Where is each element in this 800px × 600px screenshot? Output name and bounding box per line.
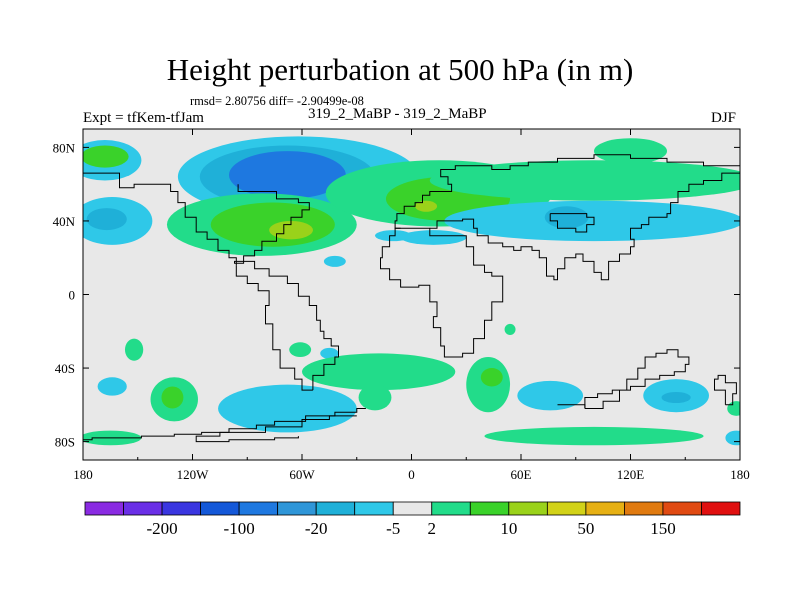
coastline-10 bbox=[714, 374, 737, 406]
colorbar-box bbox=[238, 501, 279, 516]
coastline-7 bbox=[394, 154, 740, 229]
contour-region-south-indian-low bbox=[517, 380, 584, 411]
coastline-12 bbox=[549, 213, 595, 233]
contour-fill-layer bbox=[83, 136, 740, 446]
y-tick-label: 80N bbox=[53, 140, 76, 155]
coastline-4 bbox=[235, 265, 313, 391]
contour-region-south-atlantic-band-low bbox=[218, 384, 357, 433]
colorbar-box bbox=[431, 501, 471, 516]
y-tick-label: 80S bbox=[55, 435, 75, 450]
contour-region-antarctic-east-high bbox=[727, 401, 740, 416]
colorbar-label: -5 bbox=[386, 519, 400, 538]
contour-region-east-pacific-low bbox=[400, 230, 467, 245]
rmsd-stats: rmsd= 2.80756 diff= -2.90499e-08 bbox=[190, 94, 364, 108]
season-label: DJF bbox=[711, 110, 737, 126]
x-tick-label: 180 bbox=[73, 467, 93, 482]
y-tick-label: 40S bbox=[55, 361, 75, 376]
colorbar-box bbox=[701, 501, 741, 516]
contour-region-indian-spot bbox=[504, 323, 516, 335]
coastline-1 bbox=[83, 408, 366, 442]
colorbar-box bbox=[161, 501, 201, 516]
colorbar: -200 -100 -20 -5 2 10 50 150 bbox=[84, 501, 741, 538]
contour-region-asia-low-core bbox=[544, 206, 589, 229]
x-tick-label: 180 bbox=[730, 467, 750, 482]
coastline-8 bbox=[83, 172, 237, 266]
contour-region-antarctic-east-low bbox=[725, 430, 740, 446]
colorbar-label: 50 bbox=[577, 519, 594, 538]
colorbar-box bbox=[84, 501, 124, 516]
contour-region-south-pacific-spot-1 bbox=[124, 338, 144, 361]
colorbar-box bbox=[277, 501, 317, 516]
x-tick-label: 60W bbox=[289, 467, 315, 482]
colorbar-label: -100 bbox=[224, 519, 255, 538]
coastline-6 bbox=[429, 172, 740, 281]
coastline-3 bbox=[234, 184, 339, 391]
contour-region-south-atlantic-spot bbox=[358, 384, 392, 411]
contour-region-southeast-low-core bbox=[661, 391, 691, 403]
colorbar-box bbox=[200, 501, 240, 516]
colorbar-label: 10 bbox=[500, 519, 517, 538]
coastline-2 bbox=[195, 415, 357, 443]
coastline-9 bbox=[584, 349, 690, 409]
contour-region-pacific-west-40n-core bbox=[86, 208, 127, 231]
contour-region-tropics-spot bbox=[323, 255, 346, 267]
x-tick-label: 0 bbox=[408, 467, 415, 482]
colorbar-box bbox=[315, 501, 356, 516]
colorbar-box bbox=[354, 501, 394, 516]
colorbar-box bbox=[123, 501, 163, 516]
contour-region-south-atlantic-band-high bbox=[302, 353, 456, 391]
coastline-5 bbox=[380, 227, 504, 358]
x-tick-label: 120E bbox=[617, 467, 645, 482]
colorbar-box bbox=[508, 501, 548, 516]
contour-region-asia-low-band bbox=[444, 200, 740, 242]
contour-region-south-pacific-spot-2 bbox=[289, 342, 312, 358]
coastline-11 bbox=[557, 404, 586, 409]
experiment-label: Expt = tfKem-tfJam bbox=[83, 110, 204, 126]
contour-region-south-indian-high-core bbox=[480, 368, 503, 387]
colorbar-label: -20 bbox=[305, 519, 328, 538]
colorbar-label: 2 bbox=[428, 519, 437, 538]
colorbar-box bbox=[392, 501, 433, 516]
colorbar-box bbox=[662, 501, 702, 516]
contour-region-southwest-pacific-low bbox=[97, 377, 127, 396]
contour-region-north-pacific-high-core bbox=[269, 220, 313, 240]
colorbar-box bbox=[546, 501, 587, 516]
contour-region-arctic-west-core bbox=[83, 145, 129, 168]
x-tick-label: 60E bbox=[511, 467, 532, 482]
y-tick-label: 40N bbox=[53, 214, 76, 229]
colorbar-box bbox=[585, 501, 625, 516]
x-tick-label: 120W bbox=[177, 467, 210, 482]
contour-region-pacific-north-low-core bbox=[229, 151, 346, 199]
contour-region-europe-high-core bbox=[415, 200, 438, 212]
chart-title: Height perturbation at 500 hPa (in m) bbox=[166, 52, 634, 87]
runs-label: 319_2_MaBP - 319_2_MaBP bbox=[308, 106, 487, 122]
colorbar-label: -200 bbox=[146, 519, 177, 538]
contour-region-southern-ocean-high bbox=[484, 426, 704, 446]
colorbar-box bbox=[469, 501, 510, 516]
coastline-layer bbox=[83, 154, 740, 443]
colorbar-box bbox=[624, 501, 664, 516]
axis-layer: 180 120W 60W 0 60E 120E 180 80N 40N 0 40S 80S bbox=[53, 129, 750, 482]
y-tick-label: 0 bbox=[69, 288, 76, 303]
contour-region-south-pacific-high-core bbox=[161, 386, 184, 409]
contour-region-asia-jet-high bbox=[429, 160, 740, 201]
colorbar-label: 150 bbox=[650, 519, 676, 538]
contour-region-north-pacific-high-mid bbox=[210, 202, 335, 247]
contour-region-south-pacific-spot-3 bbox=[320, 347, 339, 359]
contour-region-north-east-high bbox=[594, 138, 667, 164]
